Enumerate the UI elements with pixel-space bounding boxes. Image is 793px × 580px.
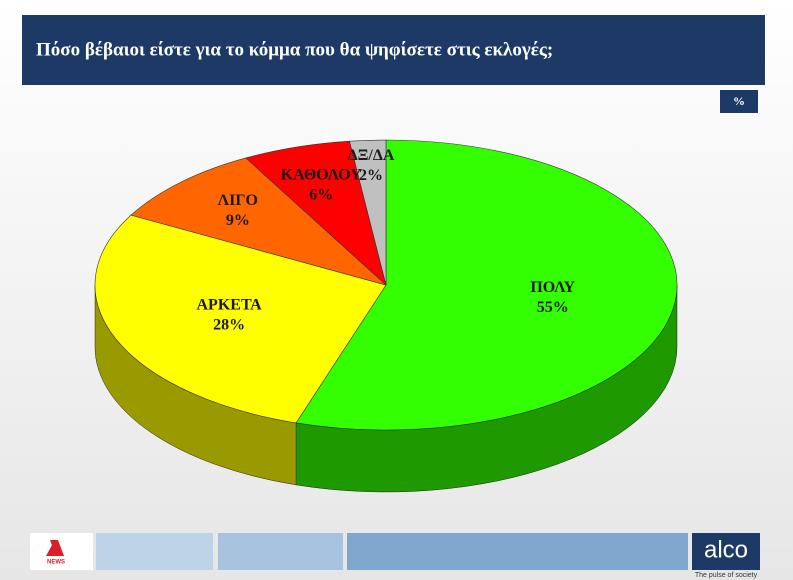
footer-bar bbox=[96, 533, 213, 570]
news-text: NEWS bbox=[47, 560, 65, 566]
category-label: ΛΙΓΟ bbox=[218, 192, 258, 209]
tagline: The pulse of society bbox=[695, 572, 758, 579]
value-label: 6% bbox=[309, 186, 333, 203]
slice bbox=[295, 139, 678, 431]
value-label: 2% bbox=[359, 167, 383, 184]
category-label: ΠΟΛΥ bbox=[530, 279, 575, 296]
slice-side-shade bbox=[296, 285, 678, 492]
unit-badge bbox=[720, 90, 758, 113]
unit-label: % bbox=[733, 94, 745, 108]
category-label: ΑΡΚΕΤΑ bbox=[197, 297, 263, 314]
brand: alco bbox=[704, 536, 748, 563]
news-logo bbox=[46, 540, 64, 556]
footer-bar bbox=[347, 533, 688, 570]
footer-bar bbox=[218, 533, 343, 570]
slice bbox=[94, 214, 387, 424]
slice bbox=[130, 157, 387, 286]
slice-side-shade bbox=[95, 285, 297, 485]
chart-title: Πόσο βέβαιοι είστε για το κόμμα που θα ψ… bbox=[36, 39, 553, 60]
title-bar bbox=[22, 15, 765, 85]
value-label: 55% bbox=[537, 299, 569, 316]
category-label: ΚΑΘΟΛΟΥ bbox=[281, 166, 362, 183]
value-label: 9% bbox=[226, 212, 250, 229]
brand-box bbox=[692, 533, 760, 570]
pie: ΠΟΛΥ 55% ΑΡΚΕΤΑ 28% ΛΙΓΟ 9% ΚΑΘΟΛΟΥ 6% ΔΞ/ΔΑ 2% bbox=[94, 139, 678, 493]
slice bbox=[349, 139, 387, 286]
category-label: ΔΞ/ΔΑ bbox=[348, 147, 395, 164]
value-label: 28% bbox=[213, 317, 245, 334]
